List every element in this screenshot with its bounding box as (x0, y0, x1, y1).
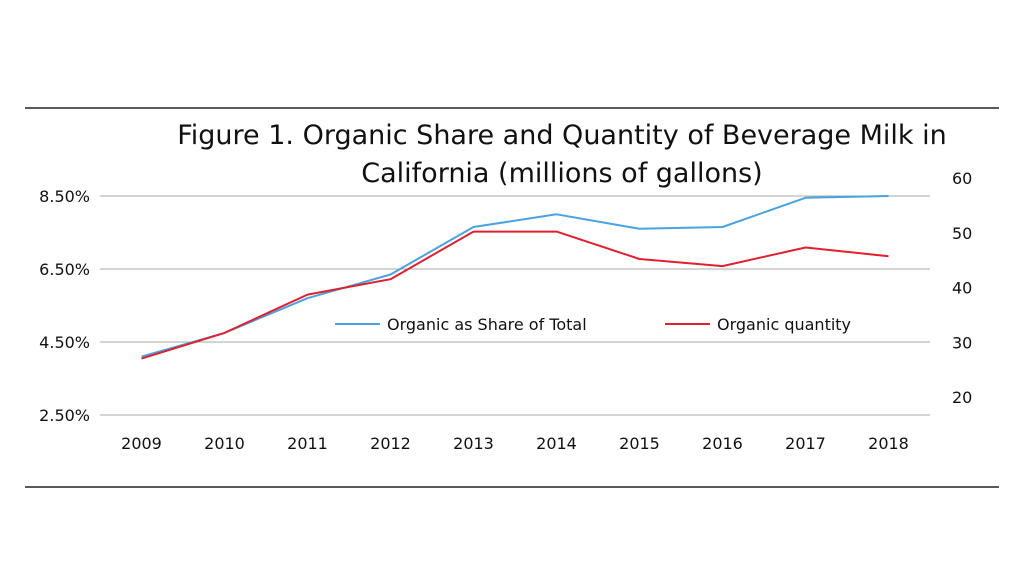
left-tick-label: 8.50% (39, 187, 90, 206)
x-tick-label: 2017 (785, 434, 826, 453)
x-tick-label: 2012 (370, 434, 411, 453)
legend-label: Organic quantity (717, 315, 851, 334)
right-axis-ticks: 60 50 40 30 20 (952, 169, 972, 407)
x-tick-label: 2015 (619, 434, 660, 453)
right-tick-label: 20 (952, 388, 972, 407)
x-tick-label: 2013 (453, 434, 494, 453)
series-line-organic-quantity (141, 230, 889, 360)
right-tick-label: 50 (952, 224, 972, 243)
right-tick-label: 40 (952, 279, 972, 298)
series-line-organic-share (141, 195, 889, 358)
left-tick-label: 2.50% (39, 406, 90, 425)
gridlines (100, 195, 930, 416)
legend-label: Organic as Share of Total (387, 315, 587, 334)
series-lines (141, 195, 889, 360)
x-tick-label: 2011 (287, 434, 328, 453)
right-tick-label: 60 (952, 169, 972, 188)
chart-title-line-2: California (millions of gallons) (361, 158, 762, 189)
x-tick-label: 2010 (204, 434, 245, 453)
chart-title-line-1: Figure 1. Organic Share and Quantity of … (177, 120, 947, 151)
left-axis-ticks: 8.50% 6.50% 4.50% 2.50% (39, 187, 90, 425)
x-tick-label: 2009 (121, 434, 162, 453)
x-axis-ticks: 2009 2010 2011 2012 2013 2014 2015 2016 2017 2018 (121, 434, 909, 453)
left-tick-label: 6.50% (39, 260, 90, 279)
x-tick-label: 2018 (868, 434, 909, 453)
right-tick-label: 30 (952, 333, 972, 352)
x-tick-label: 2014 (536, 434, 577, 453)
x-tick-label: 2016 (702, 434, 743, 453)
left-tick-label: 4.50% (39, 333, 90, 352)
legend: Organic as Share of Total Organic quantit… (335, 315, 851, 334)
